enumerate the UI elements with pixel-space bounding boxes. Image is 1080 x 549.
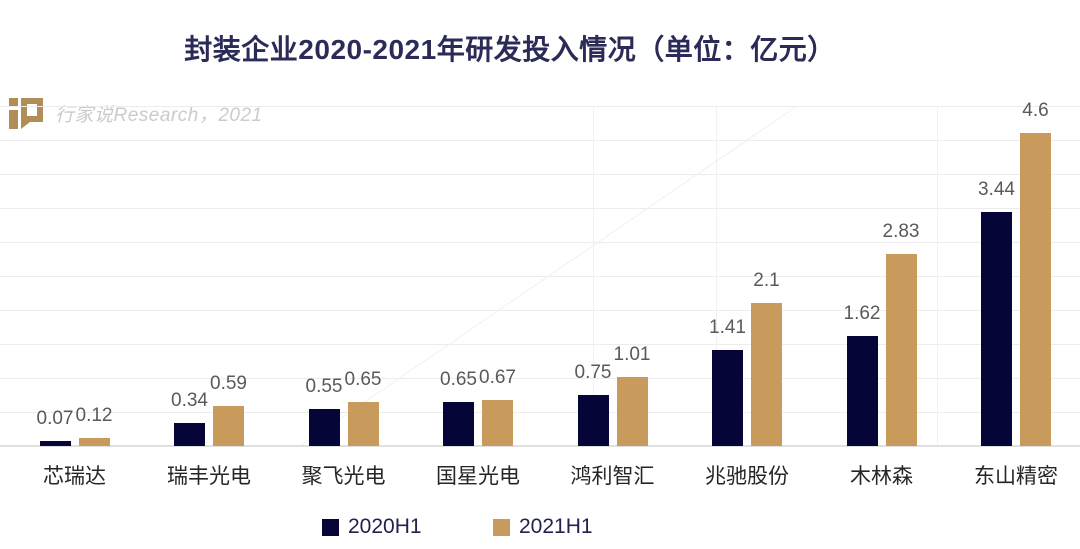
- bar-2021h1: [616, 377, 648, 446]
- value-label: 1.01: [613, 344, 651, 365]
- bar-2020h1: [39, 441, 71, 446]
- x-axis-line: [0, 445, 1080, 447]
- watermark: 行家说Research，2021: [8, 97, 263, 130]
- value-label: 0.07: [36, 408, 74, 429]
- gridline: [0, 276, 1080, 277]
- value-label: 0.67: [479, 367, 516, 388]
- gridline: [0, 344, 1080, 345]
- x-axis-label: 瑞丰光电: [167, 465, 251, 488]
- gridline: [0, 106, 1080, 107]
- gridline: [0, 208, 1080, 209]
- gridline: [0, 242, 1080, 243]
- bar-2021h1: [78, 438, 110, 446]
- value-label: 0.55: [305, 376, 343, 397]
- x-axis-label: 兆驰股份: [705, 465, 789, 488]
- bar-2021h1: [885, 254, 917, 446]
- gridline: [0, 174, 1080, 175]
- legend-swatch-2021h1: [493, 518, 510, 536]
- watermark-text: 行家说Research，2021: [55, 105, 263, 126]
- legend-item-2020h1: 2020H1: [322, 515, 422, 538]
- gridline: [0, 378, 1080, 379]
- chart-legend: 2020H1 2021H1: [0, 515, 1080, 540]
- gridline-vertical: [937, 106, 938, 446]
- gridline: [0, 412, 1080, 413]
- bar-2021h1: [1020, 133, 1051, 446]
- legend-item-2021h1: 2021H1: [493, 515, 593, 538]
- gridline: [0, 310, 1080, 311]
- value-label: 3.44: [978, 179, 1015, 200]
- bar-2021h1: [482, 400, 513, 446]
- value-label: 1.62: [843, 303, 881, 324]
- value-label: 1.41: [709, 317, 746, 338]
- legend-label-2021h1: 2021H1: [519, 515, 593, 538]
- bar-2021h1: [751, 303, 782, 446]
- bar-2020h1: [981, 212, 1012, 446]
- bar-2020h1: [846, 336, 878, 446]
- x-axis-label: 东山精密: [974, 465, 1058, 488]
- gridline-vertical: [593, 106, 594, 446]
- bar-2020h1: [443, 402, 474, 446]
- value-label: 0.12: [75, 405, 113, 426]
- x-axis-label: 鸿利智汇: [570, 465, 655, 488]
- bar-2021h1: [213, 406, 244, 446]
- x-axis-label: 国星光电: [436, 465, 520, 488]
- bar-2020h1: [308, 409, 340, 446]
- value-label: 0.65: [440, 369, 477, 390]
- value-label: 4.6: [1022, 100, 1049, 121]
- hangjiashuo-logo-icon: [9, 98, 43, 129]
- value-label: 0.59: [210, 373, 247, 394]
- x-axis-label: 聚飞光电: [301, 465, 386, 488]
- gridline: [0, 140, 1080, 141]
- value-label: 0.34: [171, 390, 208, 411]
- bar-2020h1: [712, 350, 743, 446]
- legend-swatch-2020h1: [322, 518, 339, 536]
- legend-label-2020h1: 2020H1: [348, 515, 422, 538]
- gridline-vertical: [716, 106, 717, 446]
- bar-2020h1: [577, 395, 609, 446]
- value-label: 2.83: [882, 221, 920, 242]
- value-label: 0.65: [344, 369, 382, 390]
- x-axis-label: 芯瑞达: [43, 465, 106, 488]
- value-label: 0.75: [574, 362, 612, 383]
- bar-2021h1: [347, 402, 379, 446]
- chart-title: 封装企业2020-2021年研发投入情况（单位：亿元）: [184, 34, 836, 65]
- x-axis-label: 木林森: [850, 465, 913, 488]
- bar-2020h1: [174, 423, 205, 446]
- value-label: 2.1: [753, 270, 780, 291]
